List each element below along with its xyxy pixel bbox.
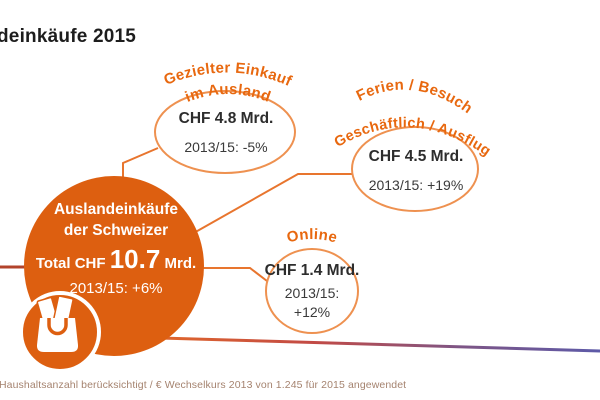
travel-value: CHF 4.5 Mrd. [368, 148, 464, 165]
connector-abroad [122, 147, 159, 182]
connector-online [198, 267, 268, 282]
label-online: Online [285, 226, 339, 247]
bubble-abroad [154, 90, 296, 174]
main-bubble-total: Total CHF 10.7 Mrd. [26, 246, 206, 272]
connector-travel [191, 173, 355, 235]
label-travel-line1: Ferien / Besuch [354, 76, 476, 117]
page-title: deinkäufe 2015 [0, 26, 137, 47]
abroad-change: 2013/15: -5% [184, 139, 268, 155]
online-change-line2: +12% [293, 304, 331, 320]
total-unit: Mrd. [164, 255, 197, 272]
online-value: CHF 1.4 Mrd. [264, 262, 360, 279]
online-change-line1: 2013/15: [284, 285, 340, 301]
bubble-travel [351, 126, 479, 212]
footnote: Haushaltsanzahl berücksichtigt / € Wechs… [0, 379, 407, 391]
main-bubble-change: 2013/15: +6% [69, 280, 163, 297]
shopping-bag-icon [36, 295, 79, 352]
main-bubble-text: Auslandeinkäufe der Schweizer Total CHF … [26, 199, 206, 297]
abroad-value: CHF 4.8 Mrd. [178, 110, 274, 127]
bubble-online [265, 248, 359, 334]
bag-badge [19, 291, 101, 373]
travel-change: 2013/15: +19% [368, 177, 464, 193]
main-bubble-name-line2: der Schweizer [63, 222, 169, 239]
total-prefix: Total CHF [35, 255, 106, 272]
online-change: 2013/15: +12% [285, 284, 340, 322]
main-bubble-name-line1: Auslandeinkäufe [53, 201, 179, 218]
total-value: 10.7 [109, 244, 161, 274]
gradient-baseline [159, 336, 600, 353]
